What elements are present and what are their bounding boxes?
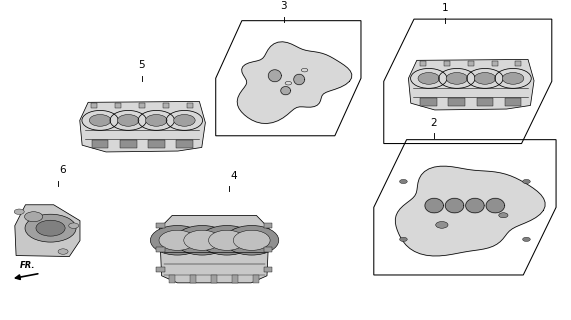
Text: 5: 5	[139, 60, 145, 70]
Bar	[115, 103, 121, 108]
Circle shape	[58, 249, 68, 254]
Bar	[156, 268, 165, 272]
Polygon shape	[159, 215, 269, 283]
Circle shape	[25, 212, 43, 222]
Circle shape	[502, 73, 524, 84]
Polygon shape	[395, 166, 545, 256]
Circle shape	[36, 220, 65, 236]
Bar	[120, 140, 136, 148]
Circle shape	[200, 226, 254, 255]
Circle shape	[436, 221, 448, 228]
Bar	[91, 103, 97, 108]
Bar	[232, 275, 238, 283]
Bar	[92, 140, 108, 148]
Circle shape	[14, 209, 24, 214]
Circle shape	[118, 115, 139, 126]
Bar	[477, 98, 493, 106]
Polygon shape	[425, 198, 444, 213]
Bar	[264, 268, 272, 272]
Polygon shape	[294, 74, 304, 85]
Text: 6: 6	[59, 165, 66, 175]
Circle shape	[498, 213, 508, 218]
Polygon shape	[445, 198, 464, 213]
Circle shape	[184, 230, 220, 250]
Bar	[139, 103, 145, 108]
Bar	[516, 61, 521, 66]
Bar	[156, 223, 165, 228]
Circle shape	[400, 237, 407, 242]
Circle shape	[446, 73, 468, 84]
Bar	[420, 61, 426, 66]
Bar	[448, 98, 465, 106]
Polygon shape	[281, 87, 291, 95]
Polygon shape	[486, 198, 505, 213]
Circle shape	[522, 237, 530, 242]
Circle shape	[418, 73, 440, 84]
Circle shape	[208, 230, 246, 250]
Bar	[176, 140, 193, 148]
Bar	[264, 247, 272, 252]
Circle shape	[146, 115, 167, 126]
Bar	[163, 103, 169, 108]
Circle shape	[159, 230, 196, 250]
Polygon shape	[268, 70, 282, 82]
Bar	[148, 140, 164, 148]
Polygon shape	[466, 198, 484, 213]
Bar	[254, 275, 259, 283]
Polygon shape	[15, 205, 80, 257]
Polygon shape	[237, 42, 352, 124]
Bar	[190, 275, 196, 283]
Polygon shape	[408, 60, 534, 110]
Circle shape	[174, 115, 195, 126]
Circle shape	[175, 226, 229, 255]
Circle shape	[224, 226, 279, 255]
Circle shape	[89, 115, 111, 126]
Bar	[492, 61, 497, 66]
Circle shape	[25, 214, 76, 242]
Text: FR.: FR.	[21, 261, 36, 270]
Circle shape	[69, 223, 79, 228]
Bar	[211, 275, 217, 283]
Circle shape	[150, 226, 204, 255]
Circle shape	[234, 230, 270, 250]
Text: 2: 2	[431, 118, 437, 128]
Polygon shape	[80, 101, 206, 152]
Circle shape	[522, 180, 530, 184]
Bar	[468, 61, 473, 66]
Text: 1: 1	[442, 3, 448, 13]
Text: 4: 4	[231, 171, 238, 181]
Bar	[156, 247, 165, 252]
Bar	[169, 275, 175, 283]
Circle shape	[400, 180, 407, 184]
Bar	[420, 98, 437, 106]
Bar	[444, 61, 450, 66]
Text: 3: 3	[280, 1, 287, 11]
Circle shape	[475, 73, 496, 84]
Bar	[264, 223, 272, 228]
Bar	[505, 98, 521, 106]
Bar	[187, 103, 193, 108]
